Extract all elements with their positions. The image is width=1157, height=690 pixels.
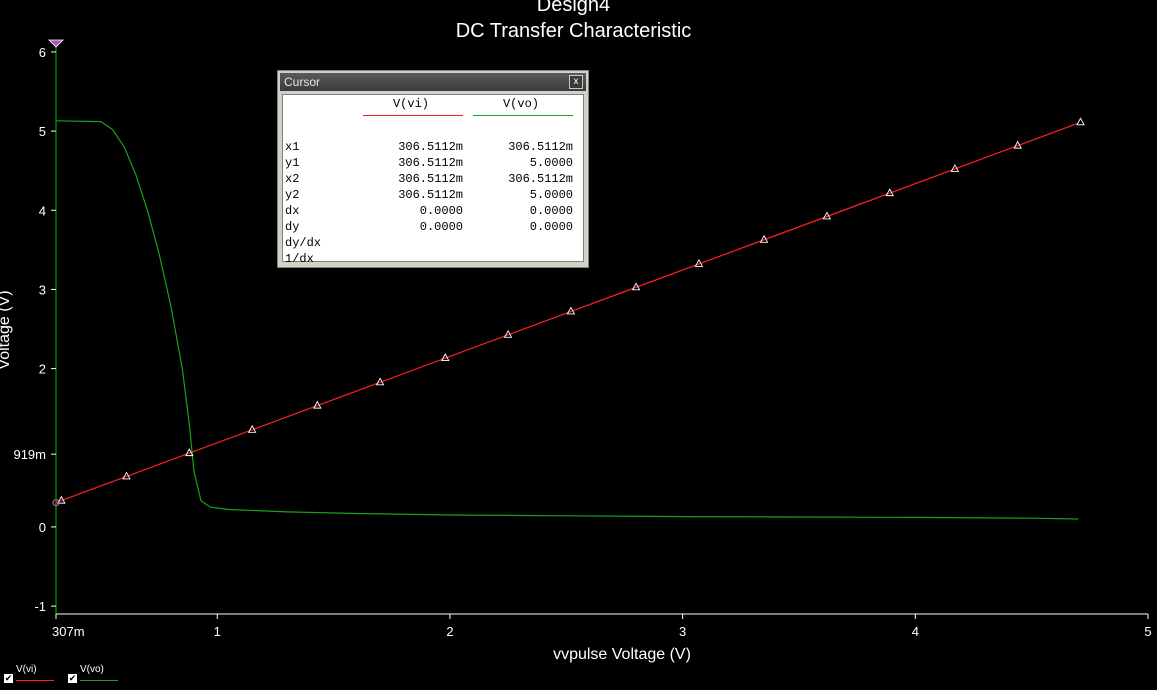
cursor-col-line-vi bbox=[363, 115, 463, 116]
vi-marker-13 bbox=[885, 188, 894, 197]
y-tick-label-3: 2 bbox=[39, 362, 46, 377]
vi-marker-5 bbox=[375, 377, 385, 386]
cursor-row-label-y1: y1 bbox=[285, 156, 300, 170]
legend-label-vi[interactable]: V(vi) bbox=[16, 664, 37, 675]
legend-label-vo[interactable]: V(vo) bbox=[80, 664, 104, 675]
cursor-col-header-vi: V(vi) bbox=[392, 97, 429, 111]
trace-markers bbox=[52, 117, 1085, 507]
axes bbox=[48, 39, 1149, 619]
cursor-value-vo: 5.0000 bbox=[529, 188, 573, 202]
cursor-readout-table: V(vi) V(vo) x1 306.5112m 306.5112m y1 306.51… bbox=[282, 94, 584, 266]
vi-marker-1 bbox=[122, 471, 131, 480]
cursor-window-titlebar[interactable]: Cursor x bbox=[280, 73, 586, 91]
cursor-row-label-1-dx: 1/dx bbox=[285, 252, 314, 266]
cursor-row-label-y2: y2 bbox=[285, 188, 300, 202]
cursor-value-vo: 306.5112m bbox=[508, 172, 573, 186]
y-axis-label: Voltage (V) bbox=[0, 290, 13, 369]
y-tick-label-6: 5 bbox=[39, 124, 46, 139]
cursor-col-header-vo: V(vo) bbox=[502, 97, 539, 111]
series-line-vo bbox=[55, 120, 1079, 520]
cursor-window-title: Cursor bbox=[284, 75, 321, 89]
vi-marker-2 bbox=[185, 448, 194, 457]
x-tick-label-3: 3 bbox=[679, 624, 686, 639]
vi-marker-11 bbox=[759, 234, 769, 243]
vi-marker-6 bbox=[441, 353, 450, 362]
vi-marker-10 bbox=[694, 259, 704, 267]
cursor-handle-icon bbox=[48, 39, 64, 48]
cursor-value-vi: 306.5112m bbox=[398, 140, 463, 154]
x-axis-label: vvpulse Voltage (V) bbox=[553, 646, 691, 663]
vi-marker-3 bbox=[247, 424, 257, 433]
vi-marker-7 bbox=[503, 329, 513, 338]
cursor-row-label-dx: dx bbox=[285, 204, 300, 218]
axis-labels: 307m 1 2 3 4 5 -1 0 919m 2 3 4 5 6 vvpulse Voltage (V)… bbox=[0, 45, 1152, 663]
x-tick-label-0: 307m bbox=[52, 624, 85, 639]
y-tick-label-0: -1 bbox=[34, 599, 46, 614]
cursor-col-line-vo bbox=[473, 115, 573, 116]
x-tick-label-2: 2 bbox=[446, 624, 453, 639]
legend-checkbox-vi[interactable]: ✔ bbox=[4, 673, 13, 683]
chart-title-analysis: DC Transfer Characteristic bbox=[455, 20, 692, 42]
cursor-value-vo: 0.0000 bbox=[529, 204, 573, 218]
x-tick-label-5: 5 bbox=[1144, 624, 1151, 639]
y-tick-label-5: 4 bbox=[39, 203, 46, 218]
cursor-value-vo: 5.0000 bbox=[529, 156, 573, 170]
y-tick-label-1: 0 bbox=[39, 520, 46, 535]
cursor-row-label-dy: dy bbox=[285, 220, 300, 234]
cursor-value-vi: 306.5112m bbox=[398, 188, 463, 202]
vi-marker-0 bbox=[57, 495, 66, 504]
cursor-value-vi: 306.5112m bbox=[398, 172, 463, 186]
close-icon[interactable]: x bbox=[569, 75, 583, 89]
vi-marker-14 bbox=[950, 163, 960, 172]
cursor-row-label-x1: x1 bbox=[285, 140, 300, 154]
vi-marker-12 bbox=[822, 211, 832, 220]
cursor-value-vo: 306.5112m bbox=[508, 140, 573, 154]
chart-title-design: Design4 bbox=[536, 0, 611, 16]
cursor-row-label-dy-dx: dy/dx bbox=[285, 236, 322, 250]
cursor-point-icon bbox=[52, 499, 60, 507]
traces bbox=[55, 120, 1079, 520]
legend-swatch-vo bbox=[80, 680, 118, 681]
cursor-value-vi: 0.0000 bbox=[419, 204, 463, 218]
cursor-value-vi: 306.5112m bbox=[398, 156, 463, 170]
x-tick-label-4: 4 bbox=[912, 624, 919, 639]
legend-swatch-vi bbox=[16, 680, 54, 681]
vi-marker-16 bbox=[1076, 117, 1085, 126]
vi-marker-9 bbox=[631, 282, 641, 291]
cursor-value-vo: 0.0000 bbox=[529, 220, 573, 234]
series-line-vi bbox=[55, 122, 1079, 504]
cursor-window[interactable]: Cursor x V(vi) V(vo) x1 306.5112m 306.5112… bbox=[277, 70, 589, 268]
y-tick-label-2: 919m bbox=[13, 447, 46, 462]
cursor-value-vi: 0.0000 bbox=[419, 220, 463, 234]
y-tick-label-4: 3 bbox=[39, 282, 46, 297]
vi-marker-8 bbox=[566, 306, 576, 315]
vi-marker-4 bbox=[313, 400, 322, 409]
y-tick-label-7: 6 bbox=[39, 45, 46, 60]
x-tick-label-1: 1 bbox=[214, 624, 221, 639]
vi-marker-15 bbox=[1013, 140, 1022, 149]
legend-checkbox-vo[interactable]: ✔ bbox=[68, 673, 77, 683]
cursor-row-label-x2: x2 bbox=[285, 172, 300, 186]
